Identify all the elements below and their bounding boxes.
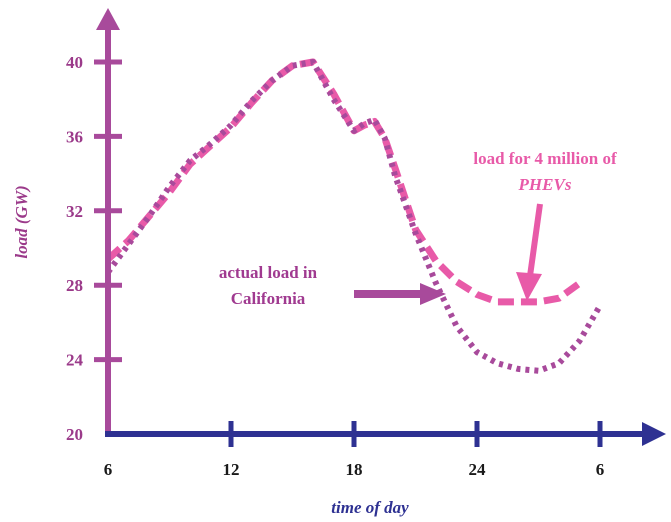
y-axis-title-main: load [12,228,31,259]
x-axis: 6 12 18 24 6 [104,421,666,479]
y-tick-label: 28 [66,276,83,295]
actual-arrow-head [420,283,446,305]
y-axis-title-unit: (GW) [12,185,31,224]
actual-annotation-line1: actual load in [219,263,318,282]
x-tick-label: 24 [469,460,487,479]
y-ticks: 20 24 28 32 36 40 [66,53,122,444]
series-layer [105,58,603,374]
actual-annotation: actual load in California [219,263,446,308]
y-tick-label: 36 [66,127,83,146]
y-axis-arrowhead [96,8,120,30]
y-tick-label: 40 [66,53,83,72]
x-tick-label: 6 [104,460,113,479]
y-tick-label: 24 [66,351,84,370]
phev-arrow-head [516,272,542,301]
x-axis-arrowhead [642,422,666,446]
x-tick-label: 18 [346,460,363,479]
y-tick-label: 32 [66,202,83,221]
phev-annotation-line2: PHEVs [518,175,572,194]
y-tick-label: 20 [66,425,83,444]
phev-annotation-phev: PHEVs [518,175,572,194]
y-axis: 20 24 28 32 36 40 [66,8,122,444]
phev-annotation: load for 4 million of PHEVs [473,149,617,301]
phev-annotation-line1: load for 4 million of [473,149,617,168]
actual-annotation-line2: California [231,289,306,308]
phev-load-line [105,58,582,306]
phev-arrow-shaft [527,203,543,277]
y-axis-title: load (GW) [12,185,31,258]
x-ticks: 6 12 18 24 6 [104,421,605,479]
actual-load-line [105,59,603,374]
x-tick-label: 6 [596,460,605,479]
x-tick-label: 12 [223,460,240,479]
x-axis-title: time of day [331,498,409,517]
